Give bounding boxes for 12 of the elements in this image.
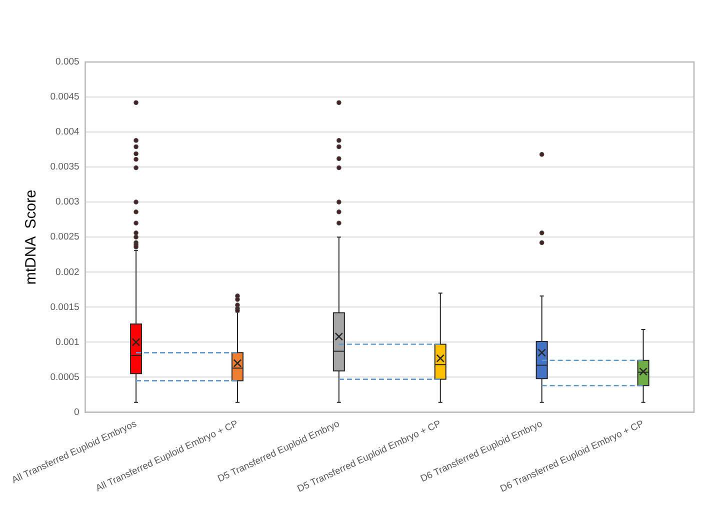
y-tick-label: 0.0005 [50, 372, 80, 383]
y-tick-label: 0.001 [56, 336, 80, 348]
y-tick-label: 0.004 [56, 126, 80, 138]
y-tick-label: 0.0045 [50, 92, 80, 103]
y-tick-label: 0.003 [56, 196, 80, 208]
y-tick-label: 0 [74, 406, 80, 418]
y-tick-label: 0.0015 [50, 302, 80, 313]
y-tick-label: 0.002 [56, 266, 80, 278]
y-tick-label: 0.0025 [50, 232, 80, 243]
y-axis-title: mtDNA Score [22, 190, 40, 285]
y-tick-label: 0.0035 [50, 162, 80, 173]
y-tick-label: 0.005 [56, 56, 80, 68]
